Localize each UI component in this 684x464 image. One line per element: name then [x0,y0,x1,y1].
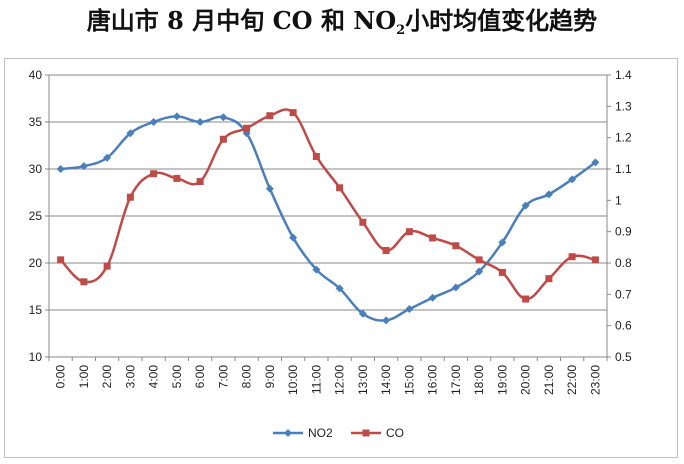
data-point-no2 [149,118,158,126]
data-point-no2 [428,293,437,302]
data-point-no2 [265,184,274,193]
data-point-co [289,109,297,117]
x-axis-tick-label: 6:00 [193,365,207,389]
chart-title-subscript: 2 [396,23,406,38]
data-point-co [452,242,460,250]
data-point-no2 [498,238,507,247]
right-axis-tick-label: 0.6 [615,319,632,333]
right-axis-tick-label: 1.4 [615,68,632,82]
x-axis-tick-label: 12:00 [333,365,347,395]
data-point-no2 [568,175,577,184]
left-axis-tick-label: 35 [29,115,43,129]
left-axis-tick-label: 30 [29,162,43,176]
data-point-no2 [358,309,367,318]
x-axis-tick-label: 8:00 [240,365,254,389]
x-axis-tick-label: 4:00 [147,365,161,389]
x-axis-tick-label: 0:00 [54,365,68,389]
x-axis-tick-label: 23:00 [588,365,602,395]
legend-marker-no2 [284,429,292,437]
right-axis-tick-label: 1.3 [615,99,632,113]
data-point-co [336,184,344,192]
x-axis-tick-label: 10:00 [286,365,300,395]
data-point-no2 [544,190,553,199]
chart-title: 唐山市 8 月中旬 CO 和 NO2小时均值变化趋势 [0,6,684,41]
series-line-co [59,108,596,301]
data-point-no2 [103,153,112,162]
x-axis-tick-label: 17:00 [449,365,463,395]
data-point-co [591,256,599,264]
right-axis-tick-label: 1 [615,193,622,207]
data-point-co [498,268,506,276]
x-axis-tick-label: 3:00 [123,365,137,389]
data-point-co [405,228,413,236]
data-point-co [219,135,227,143]
data-point-co [103,262,111,270]
x-axis-tick-label: 11:00 [309,365,323,394]
data-point-no2 [475,267,484,276]
x-axis-tick-label: 7:00 [216,365,230,389]
right-axis-tick-label: 1.2 [615,131,632,145]
data-point-no2 [405,305,414,314]
data-point-no2 [312,265,321,274]
data-point-co [126,193,134,201]
right-axis-tick-label: 0.9 [615,225,632,239]
data-point-no2 [521,201,530,210]
data-point-co [382,246,390,254]
data-point-co [150,170,158,178]
data-point-co [359,218,367,226]
data-point-co [57,256,65,264]
data-point-no2 [126,129,135,138]
data-point-co [475,256,483,264]
data-point-no2 [56,165,65,173]
data-point-co [545,275,553,283]
left-axis-tick-label: 10 [29,350,43,364]
left-axis-tick-label: 20 [29,256,43,270]
data-point-no2 [196,118,205,126]
left-axis-tick-label: 40 [29,68,43,82]
x-axis-tick-label: 18:00 [472,365,486,395]
x-axis-tick-label: 20:00 [519,365,533,395]
left-axis-tick-label: 25 [29,209,43,223]
data-point-co [429,234,437,242]
left-axis-tick-label: 15 [29,303,43,317]
data-point-co [522,295,530,303]
chart-area: 10 15 20 25 30 35 40 0.5 0.6 0.7 0.8 0.9 1 1.1 1.2 1.3 1… [4,58,678,458]
data-point-no2 [79,162,88,171]
data-point-co [266,112,274,120]
x-axis-tick-label: 14:00 [379,365,393,395]
data-point-no2 [591,158,600,167]
x-axis-tick-label: 1:00 [77,365,91,389]
data-point-no2 [382,316,391,325]
x-axis-tick-label: 5:00 [170,365,184,389]
data-point-no2 [289,233,298,242]
x-axis-tick-label: 21:00 [542,365,556,395]
right-axis-tick-label: 1.1 [615,162,632,176]
legend-marker-co [362,429,370,437]
data-point-co [243,124,251,132]
line-chart: 10 15 20 25 30 35 40 0.5 0.6 0.7 0.8 0.9 1 1.1 1.2 1.3 1… [29,68,632,440]
x-axis-tick-label: 19:00 [495,365,509,395]
right-axis-tick-label: 0.7 [615,287,632,301]
x-axis-tick-label: 15:00 [402,365,416,395]
data-point-no2 [172,112,181,121]
legend-label-no2: NO2 [308,426,333,440]
data-point-co [568,253,576,261]
data-point-co [196,178,204,186]
data-point-co [312,152,320,160]
chart-title-suffix: 小时均值变化趋势 [405,6,598,35]
x-axis-tick-label: 2:00 [100,365,114,389]
chart-title-main: 唐山市 8 月中旬 CO 和 NO [86,6,397,35]
data-point-no2 [219,113,228,122]
x-axis-tick-label: 13:00 [356,365,370,395]
x-axis-tick-label: 16:00 [426,365,440,395]
x-axis-tick-label: 22:00 [565,365,579,395]
right-axis-tick-label: 0.8 [615,256,632,270]
data-point-co [80,278,88,286]
data-point-no2 [335,284,344,293]
x-axis-tick-label: 9:00 [263,365,277,389]
data-point-co [173,174,181,182]
right-axis-tick-label: 0.5 [615,350,632,364]
data-point-no2 [451,283,460,292]
legend-label-co: CO [386,426,404,440]
